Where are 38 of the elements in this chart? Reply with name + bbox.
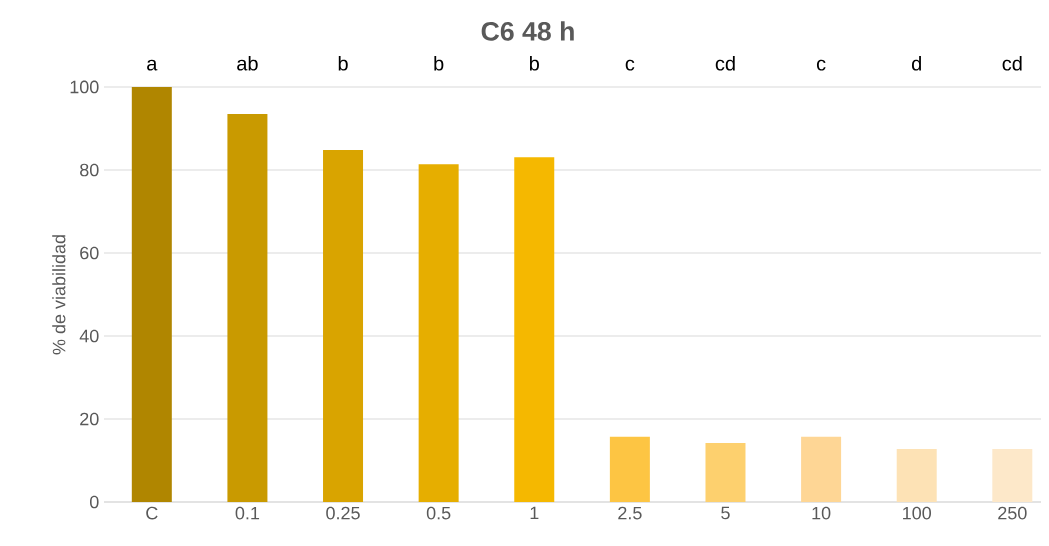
bar — [418, 164, 459, 502]
bar — [801, 436, 842, 502]
text: d — [911, 55, 921, 71]
x-tick-label: 1 — [530, 506, 539, 520]
text: a — [147, 59, 158, 71]
text: ab — [237, 55, 258, 71]
y-axis-title: % de viabilidad — [52, 235, 66, 355]
bar — [514, 157, 555, 502]
text: cd — [715, 55, 735, 71]
bar — [609, 436, 650, 502]
bar — [131, 87, 172, 502]
chart-title: C6 48 h — [481, 21, 574, 41]
x-tick-label: C — [146, 506, 158, 520]
x-tick-label: 0.5 — [426, 506, 451, 520]
bar — [896, 448, 937, 502]
y-tick-label: 80 — [80, 163, 99, 177]
text: c — [816, 59, 826, 71]
x-tick-label: 5 — [721, 506, 730, 520]
x-tick-label: 10 — [812, 506, 831, 520]
y-tick-label: 20 — [80, 412, 99, 426]
text: cd — [1002, 55, 1022, 71]
x-tick-label: 100 — [903, 506, 932, 520]
x-tick-label: 2.5 — [618, 506, 642, 520]
text: b — [434, 55, 444, 71]
y-tick-label: 0 — [89, 495, 99, 509]
bar — [227, 113, 268, 502]
text: b — [338, 55, 348, 71]
x-tick-label: 0.25 — [326, 506, 360, 520]
bar — [323, 150, 364, 502]
text: b — [529, 55, 539, 71]
x-tick-label: 0.1 — [235, 506, 260, 520]
bar — [705, 443, 746, 502]
bar — [992, 448, 1033, 502]
y-tick-label: 60 — [80, 246, 99, 260]
y-tick-label: 100 — [70, 80, 99, 94]
text: c — [625, 59, 635, 71]
x-tick-label: 250 — [998, 506, 1027, 520]
y-tick-label: 40 — [79, 329, 99, 343]
